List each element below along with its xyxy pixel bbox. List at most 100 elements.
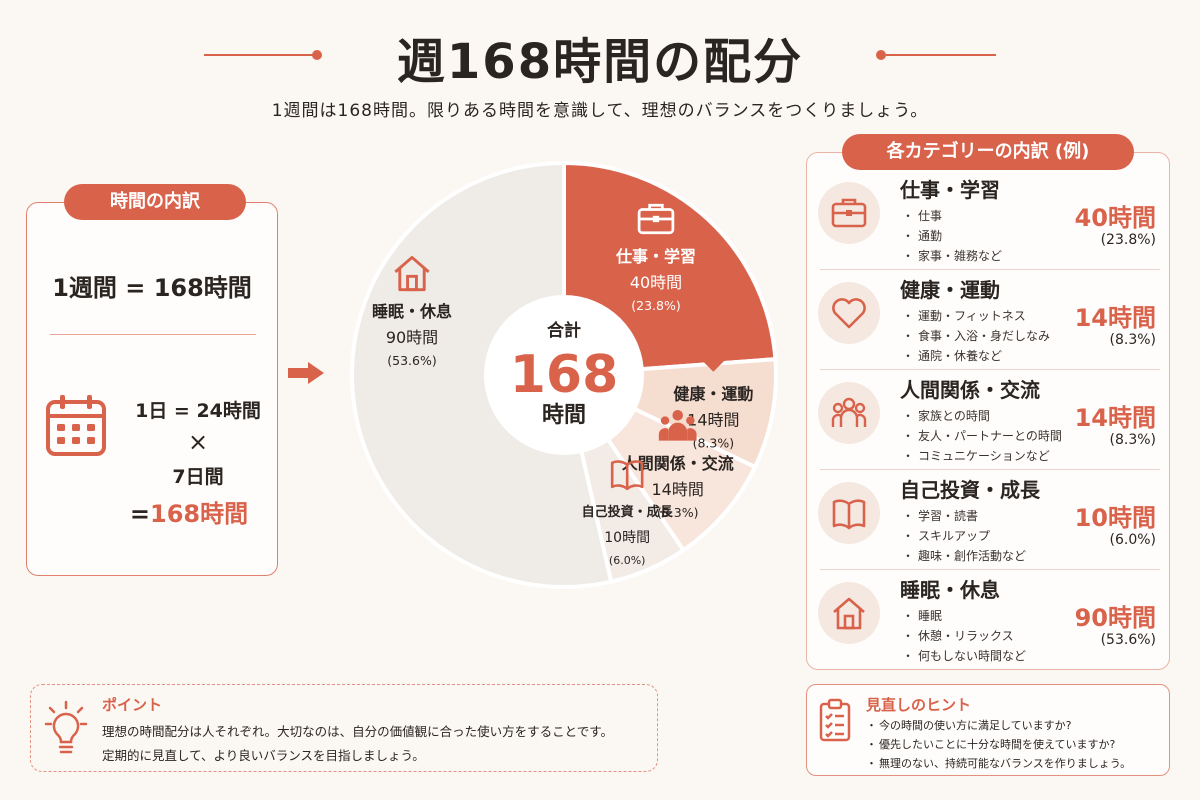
category-title: 仕事・学習 xyxy=(900,178,1000,202)
hint-item: 今の時間の使い方に満足していますか? xyxy=(866,716,1131,735)
slice-hours: 14時間 xyxy=(652,480,704,499)
category-items: 運動・フィットネス食事・入浴・身だしなみ通院・休養など xyxy=(902,306,1050,366)
category-item: 家事・雑務など xyxy=(902,246,1002,266)
category-row: 仕事・学習 仕事通勤家事・雑務など 40時間 (23.8%) xyxy=(806,170,1170,270)
category-title: 健康・運動 xyxy=(900,278,1000,302)
heart-icon xyxy=(699,347,728,372)
slice-percent: (8.3%) xyxy=(693,435,735,450)
category-item: 睡眠 xyxy=(902,606,1026,626)
multiply-sign: × xyxy=(187,428,209,456)
category-percent: (53.6%) xyxy=(1100,632,1156,648)
slice-percent: (6.0%) xyxy=(609,554,646,567)
category-title: 人間関係・交流 xyxy=(900,378,1040,402)
day-equation: 1日 = 24時間 xyxy=(135,400,261,422)
category-percent: (6.0%) xyxy=(1109,532,1157,548)
slice-hours: 40時間 xyxy=(630,273,682,292)
week-equation: 1週間 = 168時間 xyxy=(52,274,252,302)
category-hours: 14時間 xyxy=(1074,304,1156,332)
briefcase-icon xyxy=(637,203,675,235)
row-divider xyxy=(820,269,1160,270)
house-icon xyxy=(394,256,430,292)
slice-percent: (8.3%) xyxy=(657,505,699,520)
title-dot-left xyxy=(312,50,322,60)
hint-title: 見直しのヒント xyxy=(866,696,972,714)
pie-center xyxy=(484,295,644,455)
page-title: 週168時間の配分 xyxy=(396,34,804,90)
category-title: 睡眠・休息 xyxy=(900,578,1000,602)
category-icon-circle xyxy=(818,282,880,344)
point-line-1: 理想の時間配分は人それぞれ。大切なのは、自分の価値観に合った使い方をすることです… xyxy=(102,724,614,739)
slice-label: 人間関係・交流 xyxy=(622,454,734,473)
slice-hours: 90時間 xyxy=(386,328,438,347)
equals-sign: = xyxy=(129,500,150,528)
point-box xyxy=(30,684,658,772)
slice-hours: 10時間 xyxy=(604,530,650,546)
category-hours: 10時間 xyxy=(1074,504,1156,532)
slice-label-group: 健康・運動 14時間 (8.3%) xyxy=(673,347,753,450)
total-label: 合計 xyxy=(547,320,581,341)
total-value: 168 xyxy=(510,345,619,405)
briefcase-icon xyxy=(831,198,867,228)
pie-slice xyxy=(350,160,614,589)
slice-percent: (53.6%) xyxy=(387,353,436,368)
category-item: 趣味・創作活動など xyxy=(902,546,1026,566)
hint-item: 優先したいことに十分な時間を使えていますか? xyxy=(866,735,1131,754)
row-divider xyxy=(820,569,1160,570)
hint-list: 今の時間の使い方に満足していますか? 優先したいことに十分な時間を使えていますか… xyxy=(866,716,1131,773)
category-item: 通勤 xyxy=(902,226,1002,246)
category-item: コミュニケーションなど xyxy=(902,446,1062,466)
category-item: 運動・フィットネス xyxy=(902,306,1050,326)
clipboard-icon xyxy=(818,698,852,746)
calendar-icon xyxy=(44,392,108,462)
slice-hours: 14時間 xyxy=(687,410,739,429)
category-icon-circle xyxy=(818,182,880,244)
category-badge: 各カテゴリーの内訳 (例) xyxy=(842,134,1134,170)
category-icon-circle xyxy=(818,482,880,544)
slice-label-group: 人間関係・交流 14時間 (8.3%) xyxy=(622,410,734,520)
category-item: 何もしない時間など xyxy=(902,646,1026,666)
page-subtitle: 1週間は168時間。限りある時間を意識して、理想のバランスをつくりましょう。 xyxy=(271,101,929,121)
category-row: 健康・運動 運動・フィットネス食事・入浴・身だしなみ通院・休養など 14時間 (… xyxy=(806,270,1170,370)
category-items: 学習・読書スキルアップ趣味・創作活動など xyxy=(902,506,1026,566)
point-title: ポイント xyxy=(102,696,163,714)
title-rule-right xyxy=(886,54,996,56)
category-percent: (8.3%) xyxy=(1109,432,1157,448)
days-count: 7日間 xyxy=(172,466,224,488)
point-text: 理想の時間配分は人それぞれ。大切なのは、自分の価値観に合った使い方をすることです… xyxy=(102,720,654,768)
category-items: 家族との時間友人・パートナーとの時間コミュニケーションなど xyxy=(902,406,1062,466)
point-line-2: 定期的に見直して、より良いバランスを目指しましょう。 xyxy=(102,748,425,763)
people-icon xyxy=(658,410,697,441)
arrow-right-icon xyxy=(286,360,326,390)
people-icon xyxy=(831,397,867,427)
category-row: 睡眠・休息 睡眠休憩・リラックス何もしない時間など 90時間 (53.6%) xyxy=(806,570,1170,670)
category-item: 仕事 xyxy=(902,206,1002,226)
slice-percent: (23.8%) xyxy=(631,298,680,313)
category-icon-circle xyxy=(818,582,880,644)
category-item: 通院・休養など xyxy=(902,346,1050,366)
category-item: スキルアップ xyxy=(902,526,1026,546)
category-title: 自己投資・成長 xyxy=(900,478,1040,502)
row-divider xyxy=(820,469,1160,470)
category-hours: 14時間 xyxy=(1074,404,1156,432)
category-hours: 90時間 xyxy=(1074,604,1156,632)
panel-divider xyxy=(50,334,256,335)
category-item: 友人・パートナーとの時間 xyxy=(902,426,1062,446)
house-icon xyxy=(833,597,865,630)
category-percent: (8.3%) xyxy=(1109,332,1157,348)
slice-label: 睡眠・休息 xyxy=(372,302,452,321)
row-divider xyxy=(820,369,1160,370)
category-items: 仕事通勤家事・雑務など xyxy=(902,206,1002,266)
slice-label: 仕事・学習 xyxy=(615,247,696,266)
category-item: 家族との時間 xyxy=(902,406,1062,426)
category-items: 睡眠休憩・リラックス何もしない時間など xyxy=(902,606,1026,666)
category-item: 休憩・リラックス xyxy=(902,626,1026,646)
category-hours: 40時間 xyxy=(1074,204,1156,232)
book-icon xyxy=(832,499,866,530)
slice-label-group: 自己投資・成長 10時間 (6.0%) xyxy=(582,460,674,567)
title-rule-left xyxy=(204,54,314,56)
slice-label: 健康・運動 xyxy=(673,384,753,403)
time-breakdown-badge: 時間の内訳 xyxy=(64,184,246,220)
category-row: 自己投資・成長 学習・読書スキルアップ趣味・創作活動など 10時間 (6.0%) xyxy=(806,470,1170,570)
pie-chart: 仕事・学習 40時間 (23.8%) 健康・運動 14時間 (8.3%) 人間関係・交流 14… xyxy=(350,160,778,589)
heart-icon xyxy=(832,298,866,329)
